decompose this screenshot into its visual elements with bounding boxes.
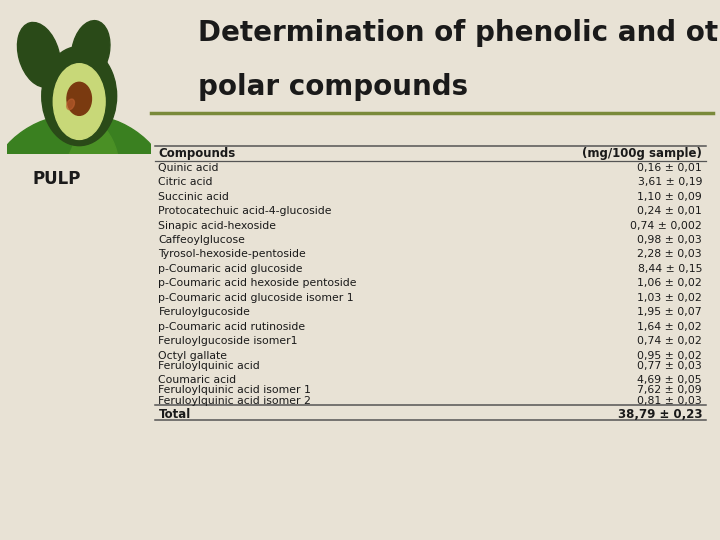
Text: Feruloylgucoside isomer1: Feruloylgucoside isomer1 <box>158 336 298 346</box>
Ellipse shape <box>17 23 60 87</box>
Text: 8,44 ± 0,15: 8,44 ± 0,15 <box>637 264 702 274</box>
Text: 4,69 ± 0,05: 4,69 ± 0,05 <box>637 375 702 386</box>
Text: p-Coumaric acid glucoside: p-Coumaric acid glucoside <box>158 264 303 274</box>
Text: p-Coumaric acid glucoside isomer 1: p-Coumaric acid glucoside isomer 1 <box>158 293 354 303</box>
Text: 1,06 ± 0,02: 1,06 ± 0,02 <box>637 279 702 288</box>
Ellipse shape <box>67 99 74 110</box>
Text: Sinapic acid-hexoside: Sinapic acid-hexoside <box>158 220 276 231</box>
Ellipse shape <box>84 119 118 172</box>
Text: 0,74 ± 0,002: 0,74 ± 0,002 <box>630 220 702 231</box>
Text: Succinic acid: Succinic acid <box>158 192 229 201</box>
Text: 0,16 ± 0,01: 0,16 ± 0,01 <box>637 163 702 173</box>
Text: 1,95 ± 0,07: 1,95 ± 0,07 <box>637 307 702 318</box>
Text: Feruloylquinic acid isomer 2: Feruloylquinic acid isomer 2 <box>158 396 311 406</box>
Text: p-Coumaric acid rutinoside: p-Coumaric acid rutinoside <box>158 322 305 332</box>
Ellipse shape <box>67 82 91 116</box>
Text: 0,77 ± 0,03: 0,77 ± 0,03 <box>637 361 702 371</box>
Text: Compounds: Compounds <box>158 147 235 160</box>
Text: polar compounds: polar compounds <box>198 73 468 101</box>
Text: Feruloylquinic acid: Feruloylquinic acid <box>158 361 260 371</box>
Text: (mg/100g sample): (mg/100g sample) <box>582 147 702 160</box>
Ellipse shape <box>42 46 117 146</box>
Ellipse shape <box>0 118 67 168</box>
Text: Caffeoylglucose: Caffeoylglucose <box>158 235 246 245</box>
Text: Feruloylquinic acid isomer 1: Feruloylquinic acid isomer 1 <box>158 386 311 395</box>
Text: Coumaric acid: Coumaric acid <box>158 375 237 386</box>
Text: Feruloylgucoside: Feruloylgucoside <box>158 307 251 318</box>
Ellipse shape <box>40 119 75 172</box>
Text: 2,28 ± 0,03: 2,28 ± 0,03 <box>637 249 702 259</box>
Text: 0,24 ± 0,01: 0,24 ± 0,01 <box>637 206 702 216</box>
Text: 7,62 ± 0,09: 7,62 ± 0,09 <box>637 386 702 395</box>
Text: 3,61 ± 0,19: 3,61 ± 0,19 <box>637 177 702 187</box>
Text: 1,03 ± 0,02: 1,03 ± 0,02 <box>637 293 702 303</box>
Text: 0,74 ± 0,02: 0,74 ± 0,02 <box>637 336 702 346</box>
Ellipse shape <box>71 21 110 80</box>
Ellipse shape <box>91 118 159 168</box>
Text: Citric acid: Citric acid <box>158 177 213 187</box>
Text: 0,98 ± 0,03: 0,98 ± 0,03 <box>637 235 702 245</box>
Text: Protocatechuic acid-4-glucoside: Protocatechuic acid-4-glucoside <box>158 206 332 216</box>
Text: Determination of phenolic and other: Determination of phenolic and other <box>198 19 720 47</box>
Text: Quinic acid: Quinic acid <box>158 163 219 173</box>
Text: PULP: PULP <box>32 170 81 188</box>
Text: 0,81 ± 0,03: 0,81 ± 0,03 <box>637 396 702 406</box>
Ellipse shape <box>53 64 105 139</box>
Text: 1,64 ± 0,02: 1,64 ± 0,02 <box>637 322 702 332</box>
Text: p-Coumaric acid hexoside pentoside: p-Coumaric acid hexoside pentoside <box>158 279 357 288</box>
Ellipse shape <box>62 114 96 183</box>
Text: 1,10 ± 0,09: 1,10 ± 0,09 <box>637 192 702 201</box>
Text: 38,79 ± 0,23: 38,79 ± 0,23 <box>618 408 702 421</box>
Text: Octyl gallate: Octyl gallate <box>158 351 228 361</box>
Text: Total: Total <box>158 408 191 421</box>
Text: Tyrosol-hexoside-pentoside: Tyrosol-hexoside-pentoside <box>158 249 306 259</box>
Text: 0,95 ± 0,02: 0,95 ± 0,02 <box>637 351 702 361</box>
